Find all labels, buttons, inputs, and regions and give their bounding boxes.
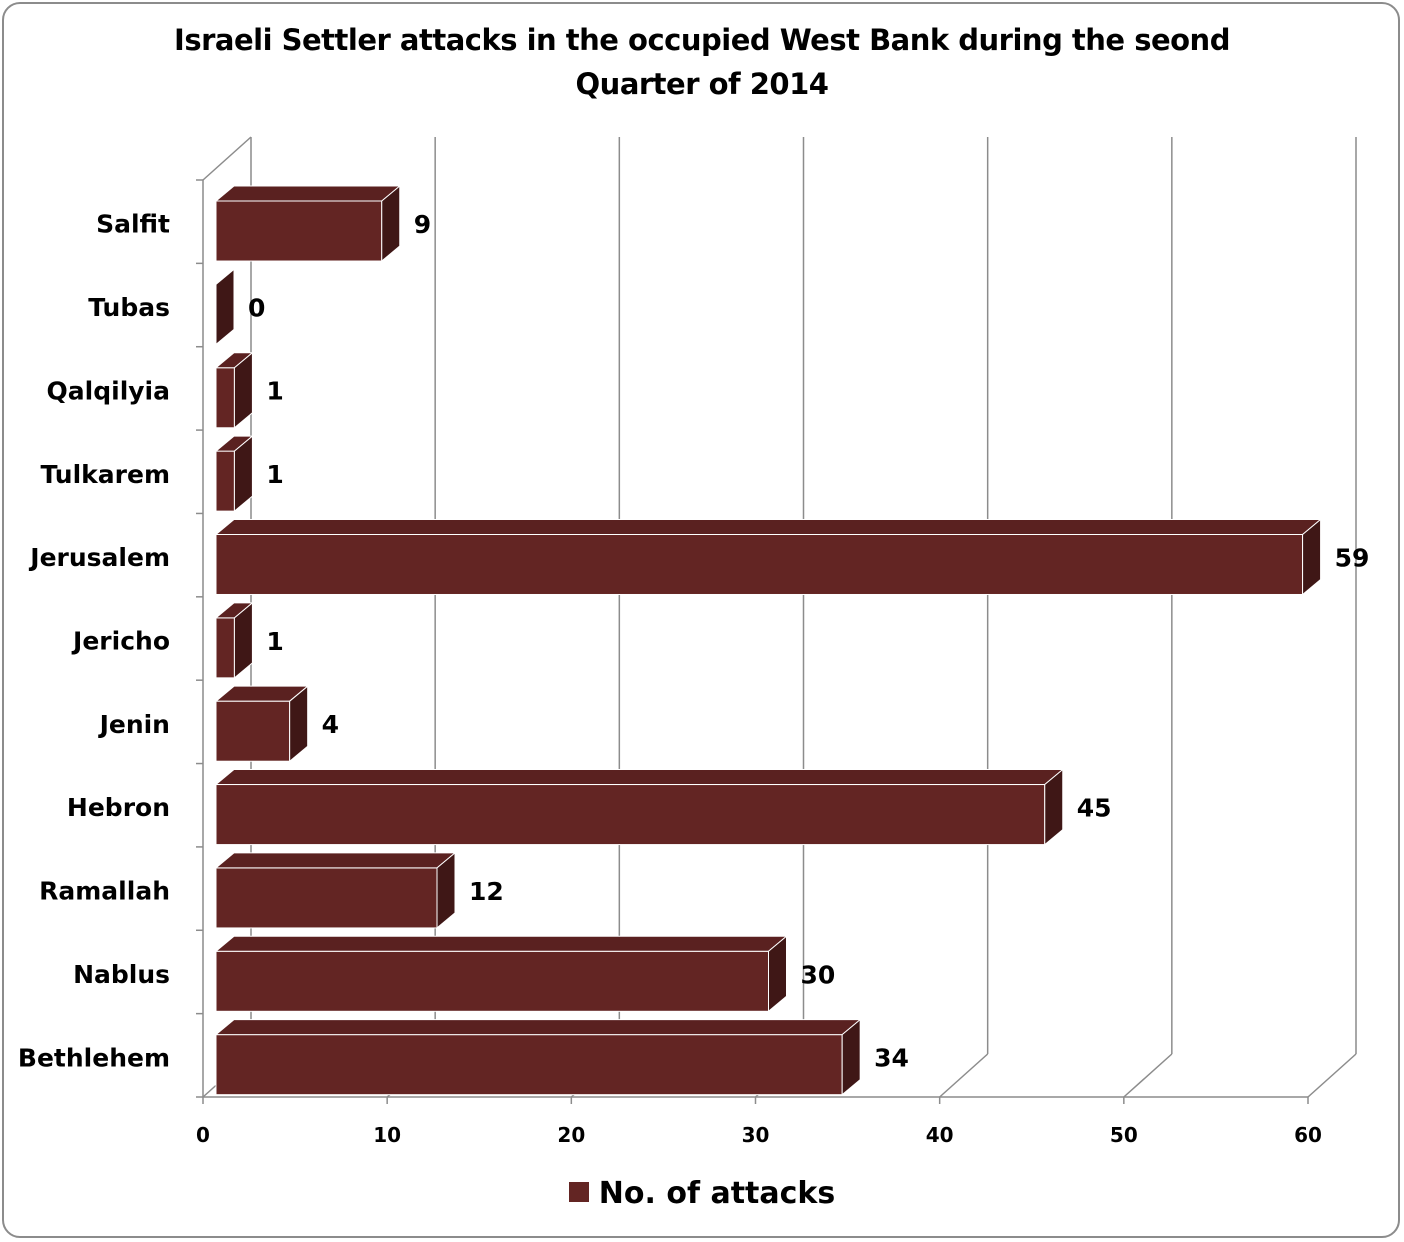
- category-label: Jericho: [71, 627, 170, 656]
- side-wall-top: [202, 136, 252, 181]
- data-label: 34: [874, 1044, 909, 1073]
- bars: [214, 184, 1322, 1096]
- category-label: Tulkarem: [40, 460, 170, 489]
- data-label: 1: [266, 460, 283, 489]
- category-label: Jenin: [98, 710, 170, 739]
- bar-front: [215, 617, 235, 679]
- labels: 0 10 20 30 40 50 60 Salfit 9 Tubas 0 Qalqilyia 1 Tulk…: [18, 210, 1369, 1147]
- floor-line-50: [1123, 1053, 1173, 1098]
- data-label: 59: [1335, 543, 1370, 572]
- bar-front: [215, 450, 235, 512]
- data-label: 1: [266, 377, 283, 406]
- x-tick-label: 30: [742, 1123, 770, 1147]
- bar: [214, 351, 254, 429]
- category-label: Qalqilyia: [47, 376, 170, 405]
- bar: [214, 601, 254, 679]
- bar-top: [214, 185, 402, 202]
- data-label: 30: [801, 960, 836, 989]
- category-label: Ramallah: [39, 877, 170, 906]
- data-label: 0: [248, 293, 265, 322]
- category-label: Tubas: [88, 293, 170, 322]
- bar-front: [215, 200, 383, 262]
- bar: [214, 435, 254, 513]
- data-label: 1: [266, 627, 283, 656]
- bar: [214, 851, 457, 930]
- bar-side: [215, 268, 235, 346]
- data-label: 45: [1077, 794, 1112, 823]
- bar-side: [436, 851, 456, 930]
- bar-top: [214, 1019, 862, 1036]
- x-tick-label: 50: [1110, 1123, 1138, 1147]
- category-label: Hebron: [67, 793, 170, 822]
- bar: [214, 1018, 862, 1096]
- floor-line-60: [1307, 1053, 1357, 1098]
- chart-title: Israeli Settler attacks in the occupied …: [174, 23, 1230, 101]
- legend-label: No. of attacks: [598, 1176, 836, 1211]
- bar-side: [768, 935, 787, 1013]
- bar-side: [233, 435, 253, 513]
- data-label: 12: [469, 877, 504, 906]
- bar-side: [1302, 518, 1322, 596]
- legend: No. of attacks: [0, 1176, 1404, 1211]
- bar-front: [215, 950, 769, 1012]
- category-label: Nablus: [73, 960, 170, 989]
- bar: [214, 768, 1065, 846]
- bar-top: [214, 852, 457, 869]
- data-label: 4: [322, 710, 339, 739]
- bar: [215, 268, 235, 346]
- data-label: 9: [414, 210, 431, 239]
- legend-swatch: [568, 1181, 589, 1202]
- bar: [214, 935, 788, 1013]
- x-tick-label: 10: [373, 1123, 401, 1147]
- floor-line-40: [939, 1053, 989, 1098]
- bar-side: [289, 685, 309, 763]
- bar-side: [233, 601, 253, 679]
- bar-top: [214, 769, 1065, 786]
- bar-front: [215, 784, 1046, 846]
- bar-front: [215, 1034, 843, 1096]
- bar-side: [381, 184, 401, 263]
- bar: [214, 685, 310, 763]
- bar: [214, 184, 402, 263]
- bar-front: [215, 867, 438, 929]
- x-tick-label: 0: [196, 1123, 210, 1147]
- category-label: Salfit: [96, 210, 170, 239]
- bar-front: [215, 533, 1304, 595]
- bar-top: [214, 935, 788, 952]
- axes: [196, 136, 1309, 1104]
- bar-side: [1044, 768, 1064, 846]
- bar: [214, 518, 1322, 596]
- bar-front: [215, 700, 291, 762]
- x-tick-label: 60: [1294, 1123, 1322, 1147]
- x-tick-label: 20: [557, 1123, 585, 1147]
- category-label: Jerusalem: [28, 543, 170, 572]
- bar-front: [215, 367, 235, 429]
- bar-top: [214, 518, 1322, 535]
- x-tick-label: 40: [926, 1123, 954, 1147]
- bar-side: [841, 1018, 861, 1096]
- category-label: Bethlehem: [18, 1043, 170, 1072]
- bar-side: [233, 351, 253, 429]
